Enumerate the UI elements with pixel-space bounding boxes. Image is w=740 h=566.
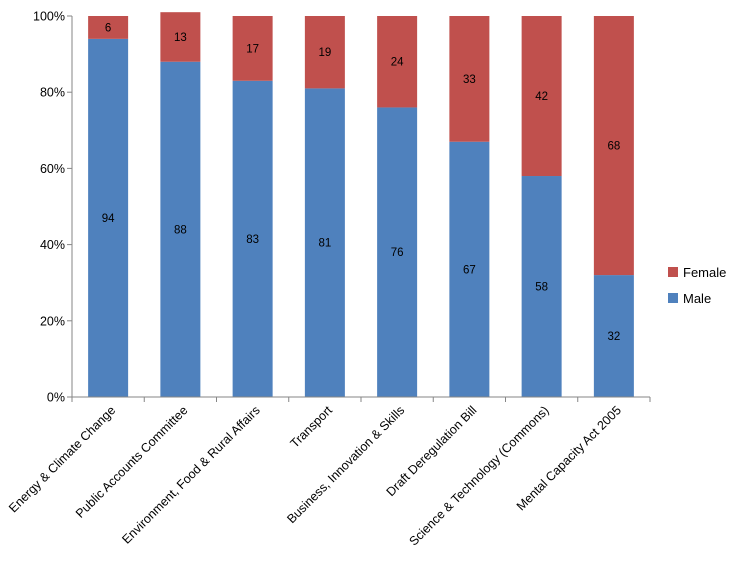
- data-label-female: 13: [174, 32, 187, 44]
- legend-swatch-male: [668, 293, 678, 303]
- x-category-label: Business, Innovation & Skills: [284, 403, 407, 526]
- x-category-label: Environment, Food & Rural Affairs: [119, 403, 262, 546]
- data-label-male: 83: [246, 234, 259, 246]
- y-axis: 0% 20% 40% 60% 80% 100%: [33, 10, 73, 405]
- data-label-male: 81: [318, 238, 331, 250]
- bar-male-3: [304, 88, 345, 397]
- x-category-label: Science & Technology (Commons): [406, 403, 551, 548]
- bar-female-0: [88, 16, 129, 39]
- data-label-male: 94: [102, 213, 115, 225]
- data-label-female: 24: [391, 57, 404, 69]
- bar-female-5: [449, 16, 490, 142]
- bar-female-4: [377, 16, 418, 108]
- bar-female-1: [160, 12, 201, 62]
- bar-male-7: [593, 275, 634, 397]
- data-label-male: 32: [607, 331, 620, 343]
- data-label-male: 76: [391, 247, 404, 259]
- data-label-female: 68: [607, 141, 620, 153]
- data-label-female: 42: [535, 91, 548, 103]
- bar-female-6: [521, 16, 562, 177]
- y-tick-label: 20%: [40, 314, 65, 328]
- bar-female-2: [232, 16, 273, 81]
- bar-male-0: [88, 38, 129, 398]
- bar-female-7: [593, 16, 634, 276]
- bar-male-6: [521, 176, 562, 397]
- data-label-female: 33: [463, 74, 476, 86]
- y-tick-label: 80%: [40, 86, 65, 100]
- data-label-female: 17: [246, 43, 259, 55]
- y-tick-label: 0%: [47, 391, 65, 405]
- legend-label-male: Male: [683, 291, 711, 306]
- data-label-male: 67: [463, 264, 476, 276]
- legend-label-female: Female: [683, 265, 726, 280]
- bar-male-2: [232, 80, 273, 398]
- plot-area: 94 6 88 13 83 17 81 19 76 24 67 33 58 42 32 68: [88, 12, 634, 398]
- y-tick-label: 60%: [40, 162, 65, 176]
- y-tick-label: 100%: [33, 10, 65, 24]
- y-tick-label: 40%: [40, 238, 65, 252]
- data-label-male: 88: [174, 224, 187, 236]
- bar-male-4: [377, 107, 418, 397]
- data-label-male: 58: [535, 282, 548, 294]
- bar-male-1: [160, 61, 201, 397]
- bar-female-3: [304, 16, 345, 89]
- legend: Female Male: [668, 265, 726, 306]
- legend-swatch-female: [668, 267, 678, 277]
- data-label-female: 19: [318, 47, 331, 59]
- bar-male-5: [449, 141, 490, 397]
- x-category-label: Transport: [288, 403, 336, 451]
- data-label-female: 6: [105, 22, 111, 34]
